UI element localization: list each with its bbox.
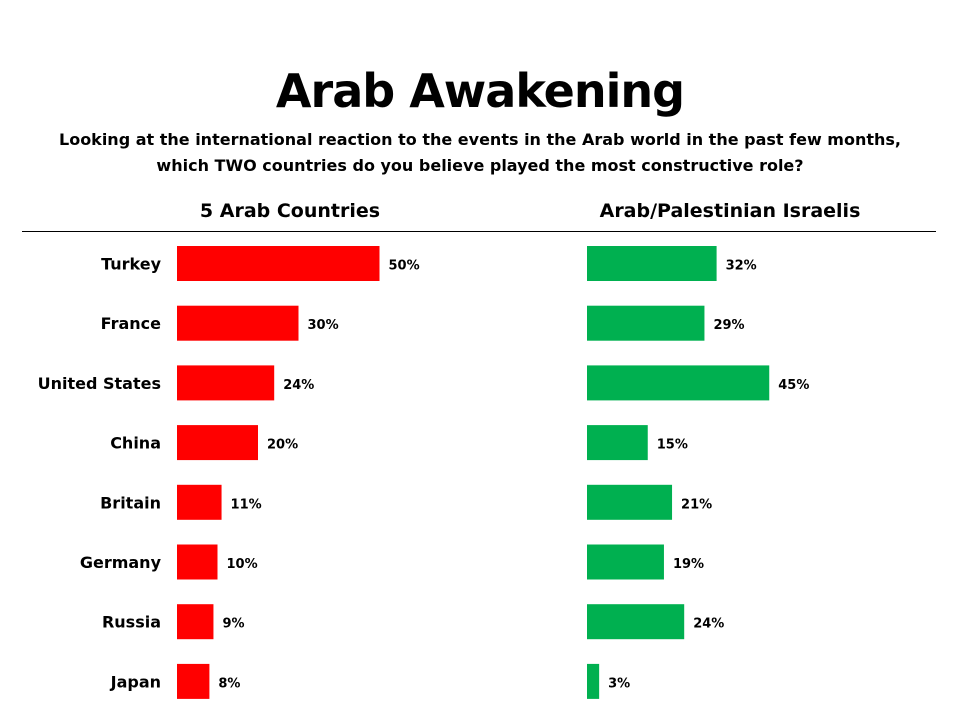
- left-data-label-china: 20%: [267, 438, 298, 453]
- right-bar-russia: [587, 604, 685, 640]
- category-label-turkey: Turkey: [101, 255, 162, 274]
- left-data-label-germany: 10%: [227, 557, 258, 572]
- category-label-france: France: [101, 314, 161, 333]
- category-labels: Turkey France United States China Britain Ger…: [38, 255, 162, 692]
- right-bar-china: [587, 425, 648, 461]
- left-bar-turkey: [177, 246, 380, 281]
- right-bar-united-states: [587, 365, 770, 401]
- right-data-label-turkey: 32%: [726, 259, 757, 274]
- right-data-label-france: 29%: [713, 318, 744, 333]
- right-bar-france: [587, 305, 705, 341]
- right-data-label-united-states: 45%: [778, 378, 809, 393]
- category-label-britain: Britain: [100, 493, 161, 512]
- bar-charts: Turkey France United States China Britain Ger…: [38, 246, 809, 699]
- left-panel-title: 5 Arab Countries: [199, 200, 381, 222]
- left-data-label-turkey: 50%: [389, 259, 420, 274]
- left-bar-china: [177, 425, 258, 461]
- page-title: Arab Awakening: [275, 64, 685, 118]
- left-data-label-russia: 9%: [222, 617, 244, 632]
- left-data-label-france: 30%: [308, 318, 339, 333]
- header-divider: [22, 231, 936, 232]
- left-data-label-britain: 11%: [231, 497, 262, 512]
- left-chart-bars: 50% 30% 24% 20% 11% 10% 9% 8%: [177, 246, 420, 699]
- survey-question: Looking at the international reaction to…: [59, 130, 901, 175]
- left-bar-russia: [177, 604, 214, 640]
- left-bar-france: [177, 305, 299, 341]
- left-bar-united-states: [177, 365, 275, 401]
- right-bar-turkey: [587, 246, 717, 281]
- right-bar-germany: [587, 544, 664, 580]
- category-label-united-states: United States: [38, 374, 161, 393]
- category-label-china: China: [110, 434, 161, 453]
- right-data-label-russia: 24%: [693, 617, 724, 632]
- right-bar-britain: [587, 484, 673, 520]
- right-panel-title: Arab/Palestinian Israelis: [599, 200, 861, 222]
- left-data-label-united-states: 24%: [283, 378, 314, 393]
- right-bar-japan: [587, 663, 600, 699]
- left-bar-japan: [177, 663, 210, 699]
- category-label-russia: Russia: [102, 613, 161, 632]
- category-label-japan: Japan: [110, 672, 161, 691]
- right-data-label-china: 15%: [657, 438, 688, 453]
- right-chart-bars: 32% 29% 45% 15% 21% 19% 24% 3%: [587, 246, 809, 699]
- right-data-label-germany: 19%: [673, 557, 704, 572]
- left-bar-germany: [177, 544, 218, 580]
- category-label-germany: Germany: [80, 553, 162, 572]
- left-bar-britain: [177, 484, 222, 520]
- left-data-label-japan: 8%: [218, 676, 240, 691]
- right-data-label-japan: 3%: [608, 676, 630, 691]
- right-data-label-britain: 21%: [681, 497, 712, 512]
